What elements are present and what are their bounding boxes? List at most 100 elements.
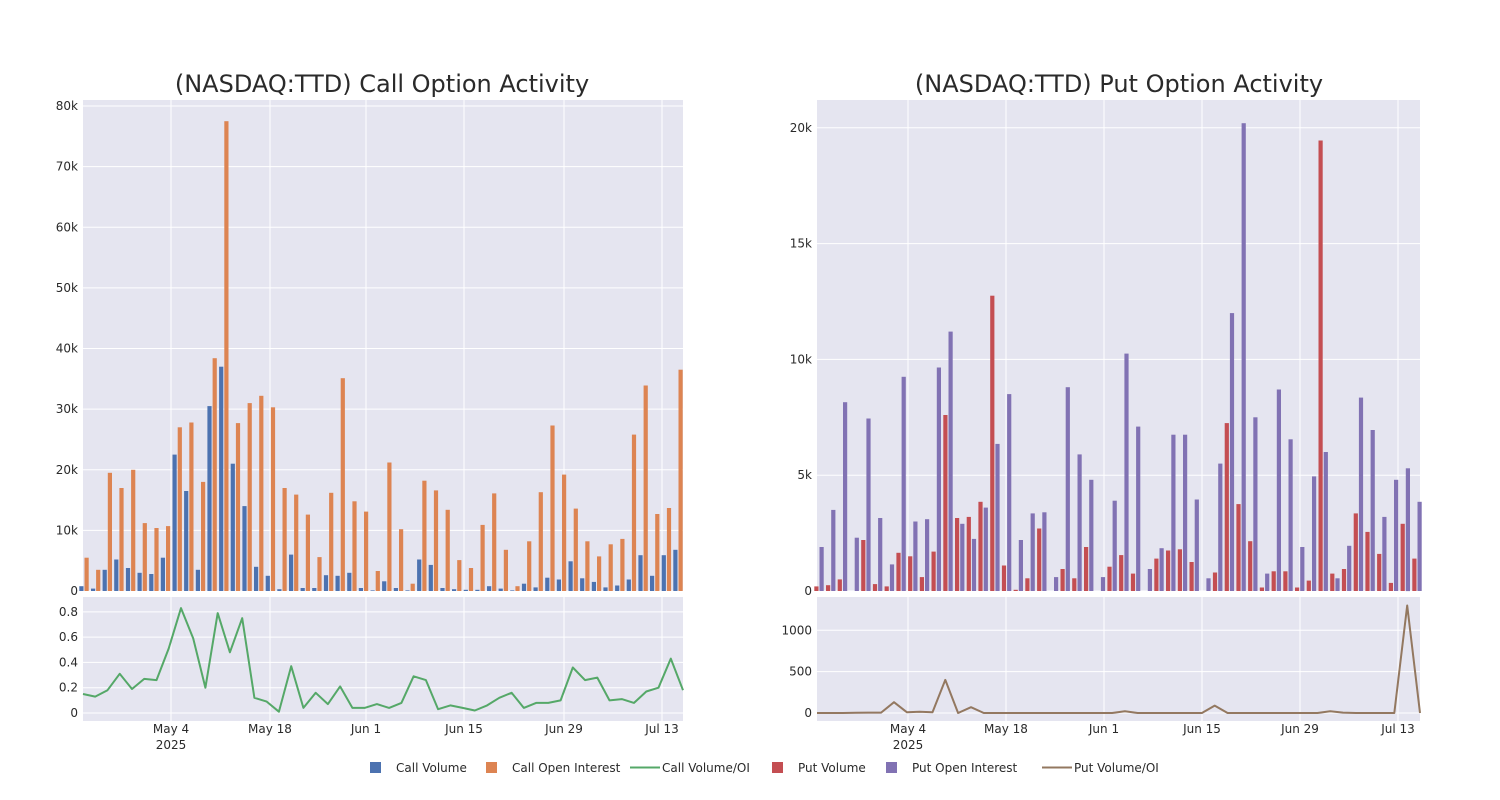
- legend-item[interactable]: Call Volume/OI: [630, 761, 750, 775]
- put-open-interest-bar: [831, 509, 836, 591]
- call-activity-panel: (NASDAQ:TTD) Call Option Activity 0 10k 20…: [56, 70, 684, 752]
- put-open-interest-bar: [1089, 479, 1094, 591]
- call-x-tick-label: May 4: [153, 722, 189, 736]
- call-open-interest-bar: [201, 481, 206, 591]
- call-open-interest-bar: [340, 378, 345, 591]
- call-open-interest-bar: [620, 538, 625, 591]
- call-y-tick-label: 80k: [56, 99, 78, 113]
- call-volume-oi-line: [82, 607, 684, 713]
- call-open-interest-bar: [375, 571, 380, 591]
- put-volume-bar: [1189, 562, 1194, 591]
- put-open-interest-bar: [1159, 548, 1164, 591]
- put-volume-bar: [1295, 587, 1300, 591]
- call-volume-bar: [556, 579, 561, 591]
- call-volume-bar: [137, 572, 142, 591]
- call-open-interest-bar: [643, 385, 648, 591]
- put-volume-bar: [1107, 566, 1112, 591]
- call-volume-bar: [463, 589, 468, 591]
- call-volume-bar: [358, 588, 363, 591]
- put-y-tick-label: 20k: [790, 121, 812, 135]
- put-volume-bar: [1271, 571, 1276, 591]
- call-open-interest-bar: [294, 494, 299, 591]
- call-open-interest-bar: [410, 583, 415, 591]
- put-ratio-y-tick-label: 1000: [781, 623, 812, 637]
- legend-item[interactable]: Put Volume: [772, 761, 866, 775]
- put-volume-bar: [978, 501, 983, 591]
- legend-label: Call Volume: [396, 761, 467, 775]
- put-x-tick-label: Jun 29: [1280, 722, 1319, 736]
- put-open-interest-bar: [866, 418, 871, 591]
- call-open-interest-bar: [177, 427, 182, 591]
- call-volume-bar: [510, 590, 515, 591]
- put-volume-bar: [1306, 580, 1311, 591]
- call-open-interest-bar: [445, 509, 450, 591]
- put-volume-bar: [1013, 589, 1018, 591]
- put-open-interest-bar: [854, 537, 859, 591]
- put-volume-bar: [861, 540, 866, 591]
- call-open-interest-bar: [107, 472, 112, 591]
- call-volume-bar: [498, 588, 503, 591]
- call-open-interest-bar: [608, 544, 613, 591]
- put-volume-bar: [990, 295, 995, 591]
- put-volume-bar: [1377, 553, 1382, 591]
- call-volume-bar: [149, 574, 154, 591]
- call-volume-bar: [347, 572, 352, 591]
- call-open-interest-bar: [387, 462, 392, 591]
- call-ratio-y-tick-label: 0.2: [59, 681, 78, 695]
- call-open-interest-bar: [573, 508, 578, 591]
- put-ratio-y-tick-label: 0: [804, 706, 812, 720]
- call-open-interest-bar: [235, 423, 241, 591]
- call-volume-bar: [370, 590, 375, 591]
- put-open-interest-bar: [1347, 545, 1352, 591]
- put-volume-bar: [919, 577, 924, 591]
- put-volume-bar: [1412, 558, 1417, 591]
- call-open-interest-bar: [538, 492, 543, 591]
- call-volume-bar: [125, 568, 131, 591]
- call-open-interest-bar: [166, 526, 171, 591]
- put-open-interest-bar: [1394, 479, 1399, 591]
- put-volume-bar: [1365, 531, 1370, 591]
- put-open-interest-bar: [843, 402, 848, 591]
- put-ratio-plot-area: [817, 597, 1420, 721]
- call-volume-bar: [230, 463, 235, 591]
- put-volume-bar: [1318, 140, 1323, 591]
- call-x-tick-label: Jun 29: [544, 722, 583, 736]
- put-open-interest-bar: [1382, 516, 1387, 591]
- call-volume-bar: [533, 587, 538, 591]
- call-volume-bar: [591, 581, 596, 591]
- legend-item[interactable]: Call Open Interest: [486, 761, 621, 775]
- call-volume-bar: [521, 583, 527, 591]
- call-open-interest-bar: [585, 541, 590, 591]
- call-volume-bar: [265, 575, 270, 591]
- call-volume-bar: [102, 569, 107, 591]
- put-open-interest-bar: [1171, 434, 1176, 591]
- put-open-interest-bar: [983, 507, 988, 591]
- put-open-interest-bar: [1335, 578, 1340, 591]
- put-open-interest-bar: [913, 521, 918, 591]
- put-activity-panel: (NASDAQ:TTD) Put Option Activity 0 5k 10k 1…: [781, 70, 1422, 752]
- put-open-interest-bar: [925, 519, 930, 591]
- legend-swatch: [370, 762, 381, 773]
- call-volume-bar: [487, 586, 492, 591]
- put-open-interest-bar: [819, 547, 824, 591]
- put-y-tick-label: 15k: [790, 237, 812, 251]
- put-open-interest-bar: [995, 443, 1000, 591]
- put-open-interest-bar: [1358, 397, 1364, 591]
- put-open-interest-bar: [1183, 434, 1188, 591]
- put-open-interest-bar: [1300, 547, 1305, 591]
- put-volume-bar: [1025, 578, 1030, 591]
- put-open-interest-bar: [1312, 476, 1317, 591]
- legend-item[interactable]: Put Open Interest: [886, 761, 1018, 775]
- call-y-tick-label: 0: [70, 584, 78, 598]
- call-volume-bar: [661, 555, 666, 591]
- legend-item[interactable]: Call Volume: [370, 761, 467, 775]
- legend-item[interactable]: Put Volume/OI: [1042, 761, 1159, 775]
- legend-label: Call Open Interest: [512, 761, 621, 775]
- call-open-interest-bar: [131, 469, 136, 591]
- call-y-tick-label: 60k: [56, 220, 78, 234]
- put-open-interest-bar: [1405, 468, 1410, 592]
- legend-label: Put Volume/OI: [1074, 761, 1159, 775]
- put-volume-bar: [1283, 571, 1288, 591]
- call-volume-bar: [312, 588, 317, 591]
- call-volume-bar: [242, 506, 247, 591]
